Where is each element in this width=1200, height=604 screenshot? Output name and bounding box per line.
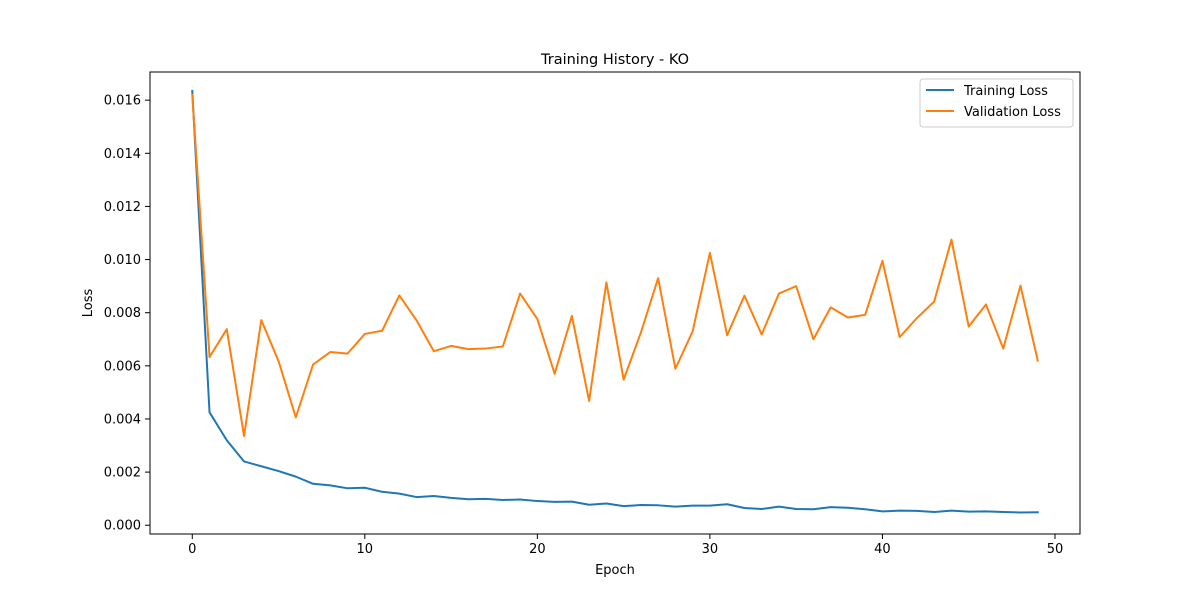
y-tick-label: 0.000	[104, 519, 141, 534]
plot-area	[191, 89, 1039, 514]
y-tick-label: 0.006	[104, 359, 141, 374]
series-line-training-loss	[191, 89, 1039, 514]
legend: Training Loss Validation Loss	[919, 78, 1074, 128]
x-tick-label: 20	[529, 542, 546, 557]
chart-title: Training History - KO	[540, 52, 689, 68]
x-tick-label: 0	[188, 542, 196, 557]
series-line-validation-loss	[191, 93, 1039, 437]
y-axis-ticks: 0.000 0.002 0.004 0.006 0.008 0.010 0.012 0.014…	[104, 94, 150, 534]
x-axis-label: Epoch	[595, 563, 635, 578]
y-tick-label: 0.002	[104, 466, 141, 481]
y-tick-label: 0.016	[104, 94, 141, 109]
y-tick-label: 0.012	[104, 200, 141, 215]
x-tick-label: 10	[357, 542, 374, 557]
legend-box	[919, 78, 1074, 128]
y-tick-label: 0.004	[104, 412, 141, 427]
y-tick-label: 0.014	[104, 147, 141, 162]
legend-label-training-loss: Training Loss	[963, 84, 1048, 99]
y-tick-label: 0.008	[104, 306, 141, 321]
x-tick-label: 40	[874, 542, 891, 557]
legend-label-validation-loss: Validation Loss	[964, 105, 1061, 120]
y-tick-label: 0.010	[104, 253, 141, 268]
x-tick-label: 30	[702, 542, 719, 557]
x-axis-ticks: 0 10 20 30 40 50	[188, 534, 1063, 557]
y-axis-label: Loss	[81, 289, 96, 318]
axes-frame	[149, 71, 1081, 535]
x-tick-label: 50	[1047, 542, 1064, 557]
